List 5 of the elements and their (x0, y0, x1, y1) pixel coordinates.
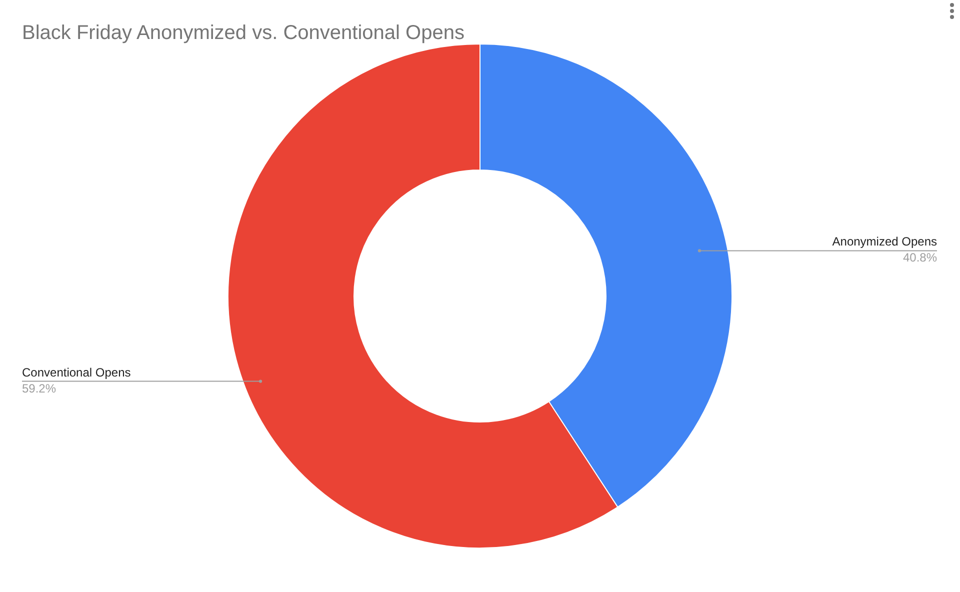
chart-title: Black Friday Anonymized vs. Conventional Opens (22, 22, 464, 44)
data-label: 40.8% (902, 250, 938, 265)
slice-label: Conventional Opens (22, 365, 131, 380)
data-label: 59.2% (22, 381, 56, 396)
slice-label: Anonymized Opens (832, 234, 937, 249)
